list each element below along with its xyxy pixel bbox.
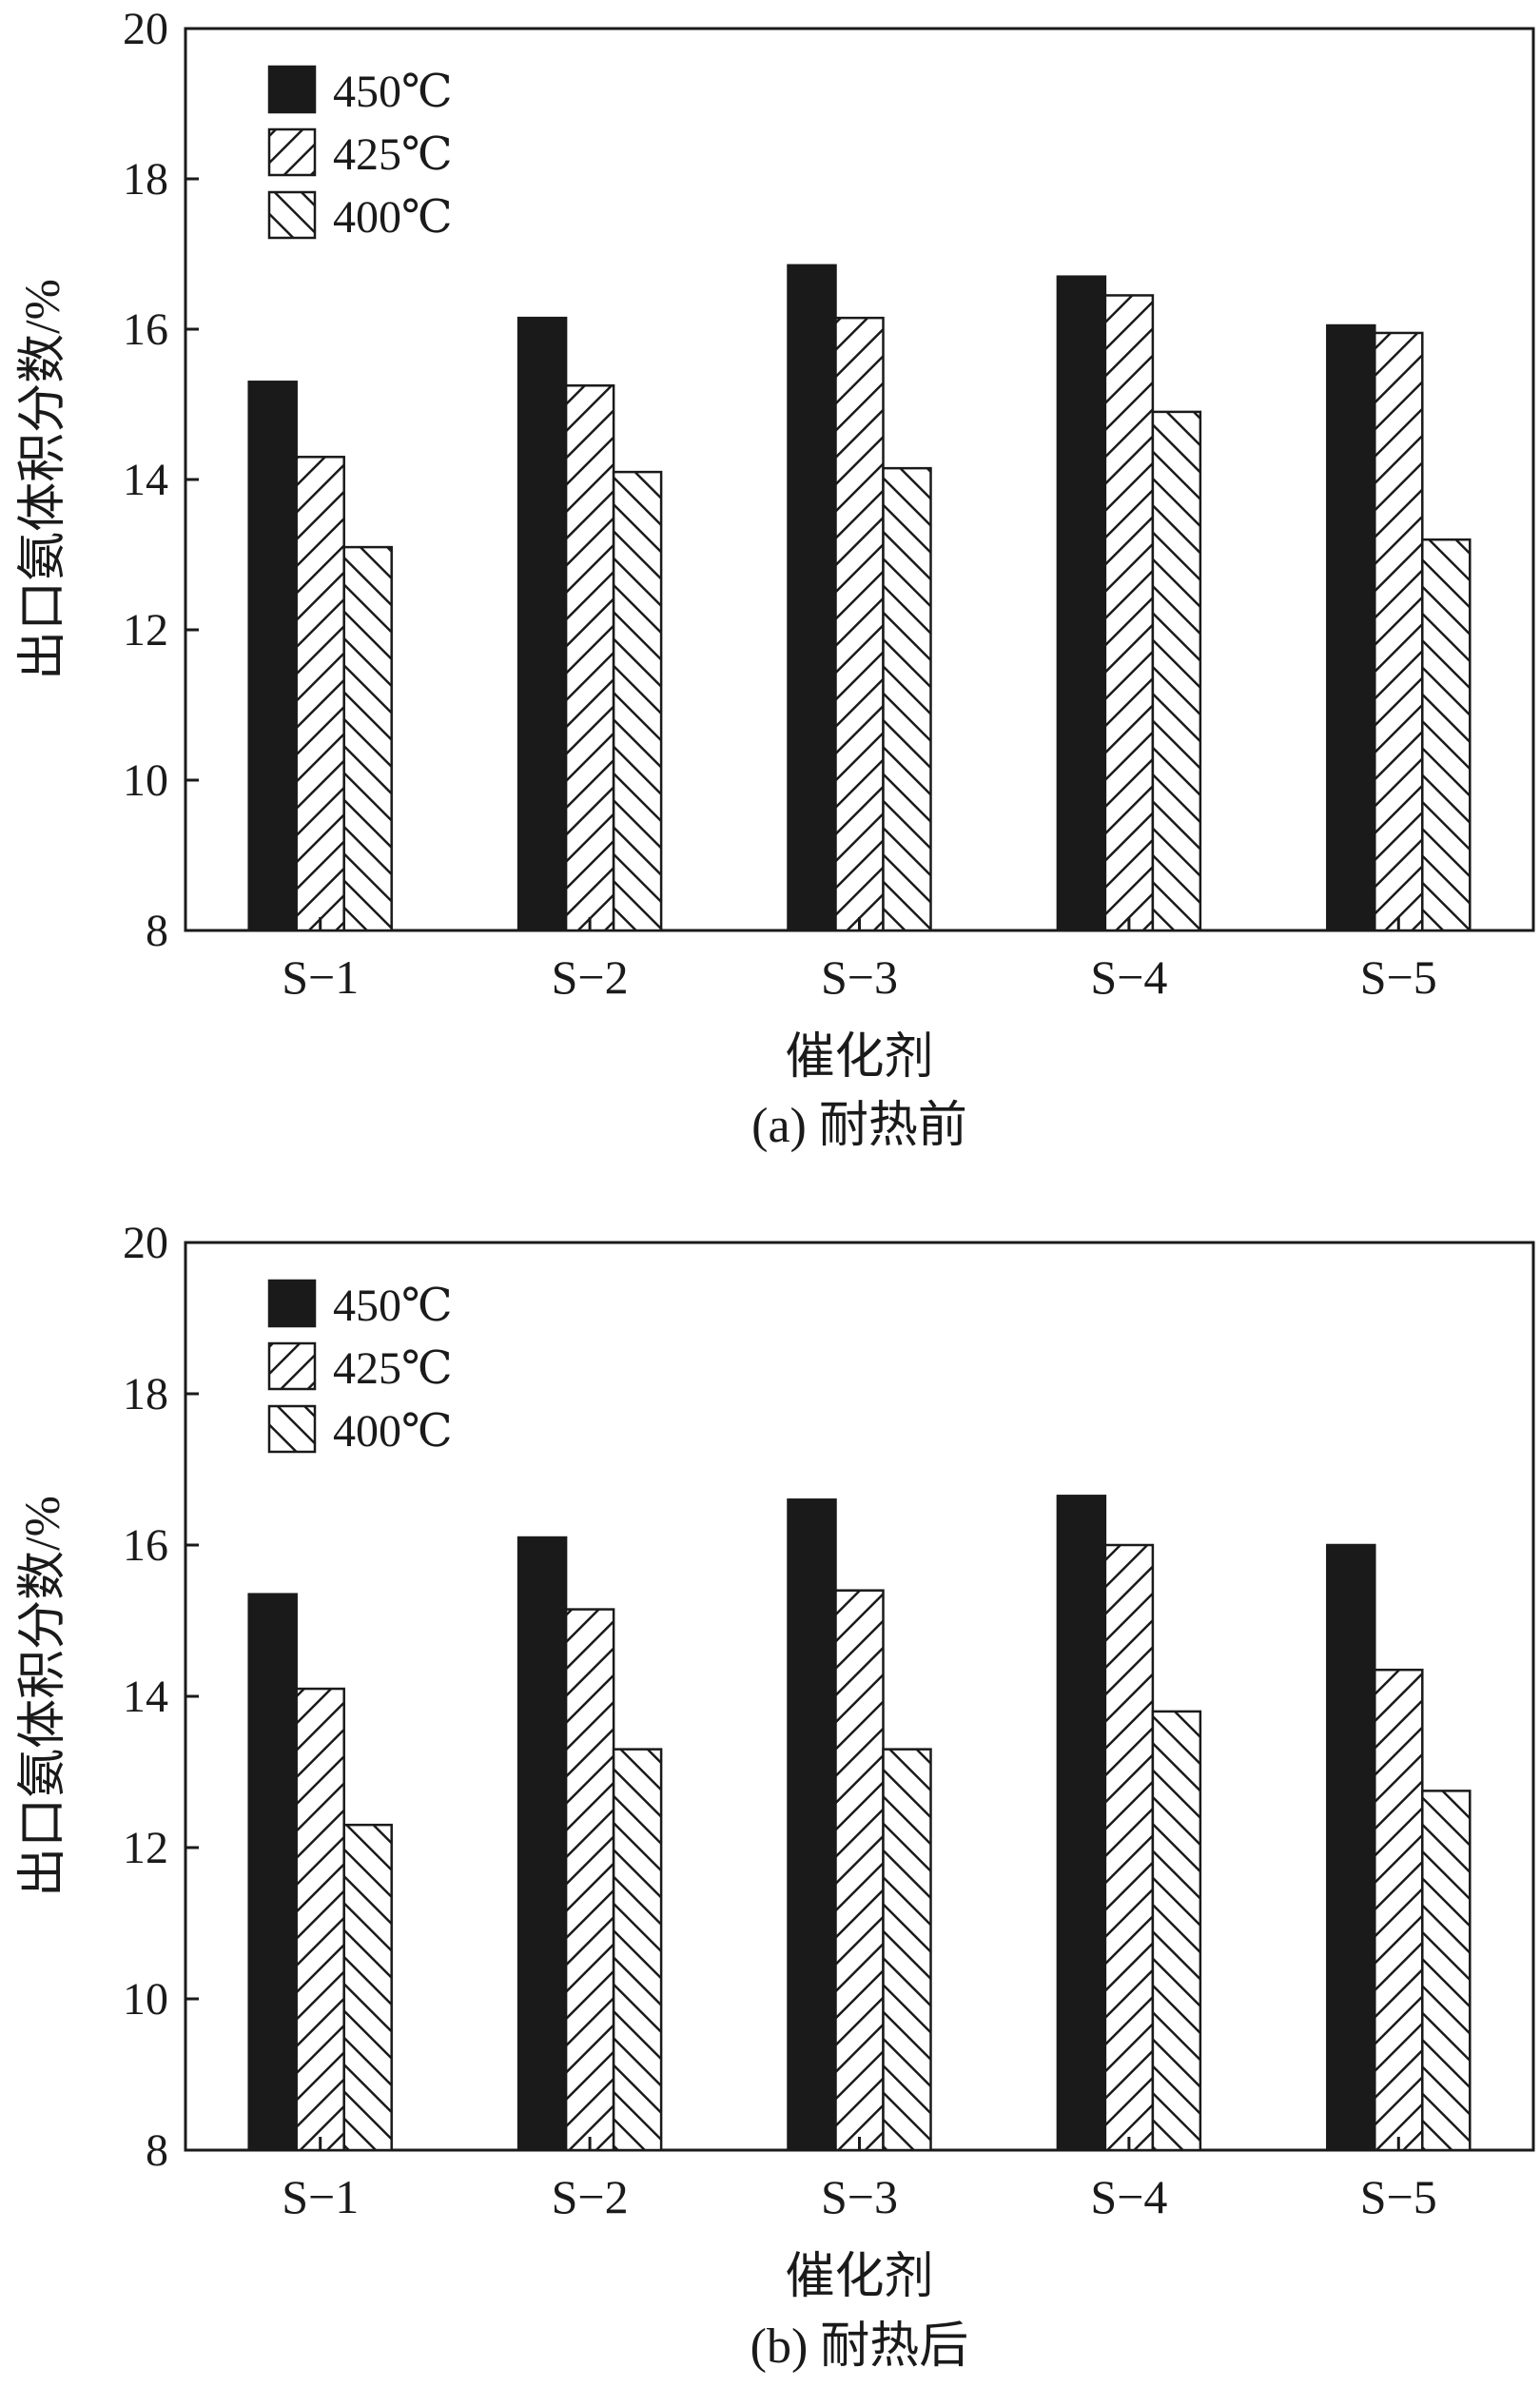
- bar-S2-series-2: [564, 384, 615, 932]
- y-tick-label: 16: [123, 304, 168, 355]
- bar-S3-series-1: [787, 264, 837, 932]
- bar-S5-series-2: [1374, 331, 1424, 932]
- y-tick-label: 18: [123, 1369, 168, 1419]
- y-axis: 8 10 12 14 16 18 20: [123, 1218, 199, 2176]
- bar-S5-series-1: [1326, 1543, 1376, 2152]
- legend-swatch: [267, 1341, 317, 1391]
- legend: 450℃ 425℃ 400℃: [267, 65, 453, 243]
- y-tick-label: 8: [146, 2125, 168, 2176]
- bar-S3-series-3: [882, 1748, 932, 2152]
- bar-S2-series-3: [612, 1748, 663, 2152]
- y-axis: 8 10 12 14 16 18 20: [123, 4, 199, 956]
- bar-S4-series-2: [1103, 1543, 1155, 2152]
- legend-swatch: [267, 1404, 317, 1454]
- legend-label: 425℃: [333, 1343, 453, 1394]
- bar-S4-series-2: [1103, 294, 1155, 932]
- bar-S4-series-1: [1056, 1495, 1107, 2152]
- legend: 450℃ 425℃ 400℃: [267, 1279, 453, 1457]
- x-axis-title: 催化剂: [785, 2250, 933, 2304]
- bar-S4-series-3: [1151, 1710, 1202, 2152]
- x-tick-label: S−2: [552, 2170, 629, 2223]
- x-tick-label: S−4: [1090, 950, 1167, 1004]
- y-tick-label: 16: [123, 1520, 168, 1571]
- legend-swatch: [267, 65, 317, 114]
- bar-S1-series-1: [247, 1593, 298, 2152]
- x-tick-label: S−5: [1360, 950, 1437, 1004]
- bar-S5-series-1: [1326, 323, 1376, 932]
- y-tick-label: 10: [123, 1974, 168, 2025]
- bar-S5-series-3: [1421, 538, 1472, 932]
- bar-S5-series-2: [1374, 1668, 1424, 2152]
- y-tick-label: 8: [146, 906, 168, 956]
- y-tick-label: 20: [123, 4, 168, 54]
- legend-swatch: [267, 1279, 317, 1328]
- x-tick-label: S−5: [1360, 2170, 1437, 2223]
- y-tick-label: 12: [123, 1823, 168, 1873]
- x-axis-title: 催化剂: [785, 1030, 933, 1085]
- y-tick-label: 14: [123, 455, 168, 505]
- bar-S5-series-3: [1421, 1790, 1472, 2152]
- legend-label: 450℃: [333, 67, 453, 117]
- legend-swatch: [267, 190, 317, 240]
- legend-label: 400℃: [333, 1406, 453, 1457]
- bar-S2-series-3: [612, 470, 663, 932]
- y-tick-label: 12: [123, 605, 168, 656]
- x-axis: S−1 S−2 S−3 S−4 S−5: [282, 917, 1437, 1004]
- bar-S1-series-3: [342, 545, 393, 932]
- figure-caption: (a) 耐热前: [751, 1099, 967, 1153]
- y-tick-label: 10: [123, 755, 168, 806]
- figure-caption: (b) 耐热后: [751, 2319, 969, 2374]
- bar-group: [247, 264, 1472, 932]
- x-tick-label: S−2: [552, 950, 629, 1004]
- bar-S1-series-3: [342, 1823, 393, 2152]
- bar-S4-series-1: [1056, 275, 1107, 932]
- x-tick-label: S−3: [821, 2170, 898, 2223]
- chart-panel-b: 8 10 12 14 16 18 20 S−1 S−2 S−3 S−4 S−5 450℃ 425℃ 40…: [16, 1218, 1535, 2374]
- bar-S1-series-2: [295, 456, 345, 932]
- y-tick-label: 14: [123, 1672, 168, 1722]
- legend-label: 450℃: [333, 1281, 453, 1331]
- bar-S3-series-2: [834, 1589, 885, 2152]
- x-tick-label: S−4: [1090, 2170, 1167, 2223]
- chart-panel-a: 8 10 12 14 16 18 20 S−1 S−2 S−3 S−4 S−5 450℃ 425℃ 40…: [16, 4, 1535, 1153]
- bar-S3-series-2: [834, 316, 885, 932]
- bar-S1-series-1: [247, 381, 298, 932]
- y-axis-title: 出口氨体积分数/%: [16, 1496, 70, 1897]
- bar-S3-series-3: [882, 466, 932, 932]
- legend-label: 400℃: [333, 192, 453, 243]
- x-tick-label: S−1: [282, 2170, 359, 2223]
- y-axis-title: 出口氨体积分数/%: [16, 279, 70, 680]
- bar-S2-series-1: [517, 1536, 568, 2152]
- y-tick-label: 20: [123, 1218, 168, 1268]
- bar-S2-series-2: [564, 1608, 615, 2152]
- bar-S3-series-1: [787, 1498, 837, 2152]
- x-tick-label: S−3: [821, 950, 898, 1004]
- legend-swatch: [267, 127, 317, 177]
- x-tick-label: S−1: [282, 950, 359, 1004]
- legend-label: 425℃: [333, 129, 453, 180]
- bar-S4-series-3: [1151, 410, 1202, 932]
- bar-group: [247, 1495, 1472, 2152]
- bar-S1-series-2: [295, 1687, 345, 2152]
- y-tick-label: 18: [123, 154, 168, 205]
- x-axis: S−1 S−2 S−3 S−4 S−5: [282, 2137, 1437, 2223]
- bar-S2-series-1: [517, 316, 568, 932]
